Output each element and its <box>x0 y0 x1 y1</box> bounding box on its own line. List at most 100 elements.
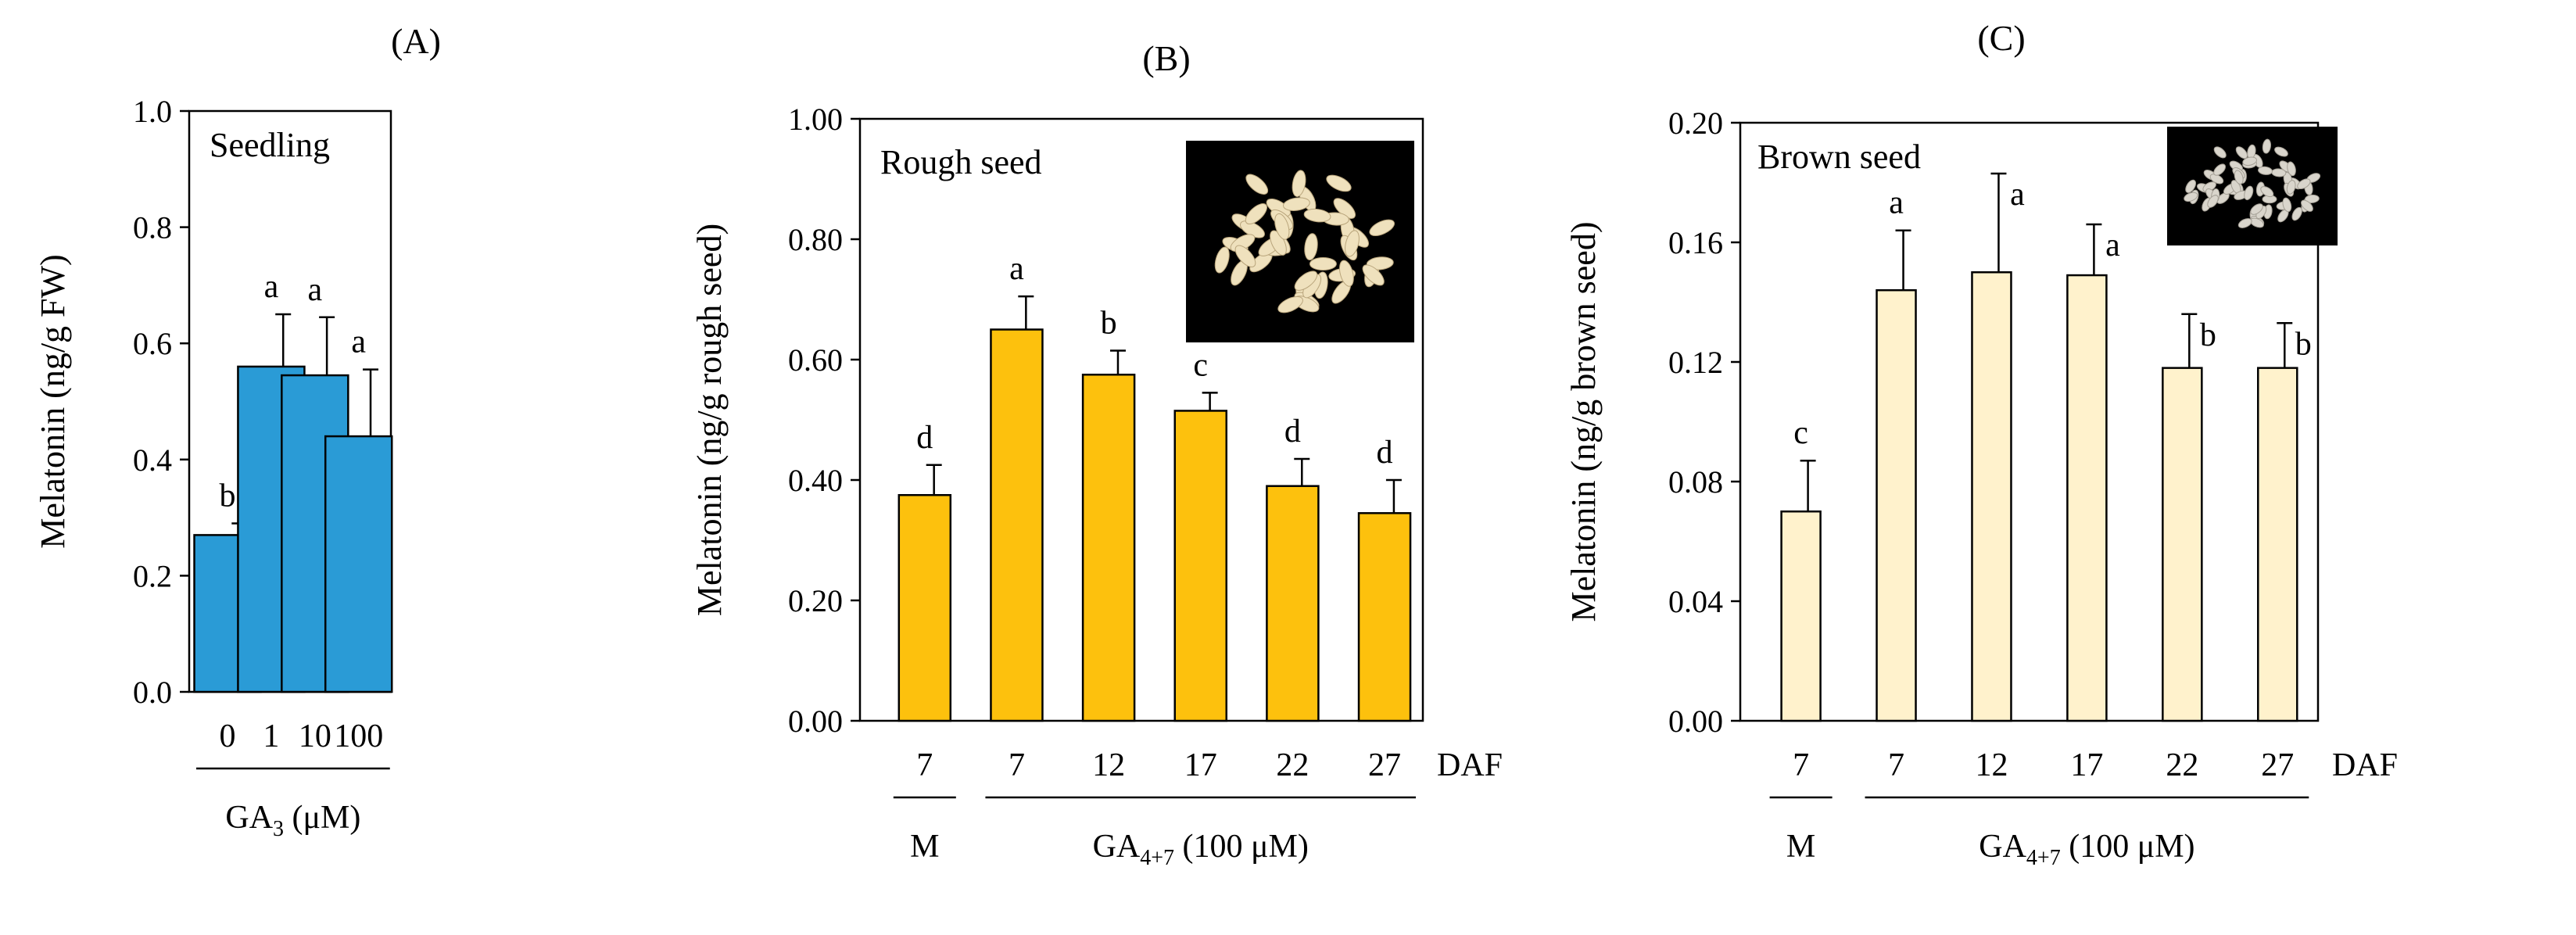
significance-letter: b <box>2200 317 2216 353</box>
panel-a: (A) 0.0 0.2 0.4 0.6 0.8 1.0 Melatonin (ng/g FW)… <box>34 21 441 841</box>
bar <box>2162 367 2203 722</box>
seed-grain <box>2235 146 2248 159</box>
seed-grain <box>2260 186 2274 198</box>
seed-grain <box>1304 233 1318 261</box>
significance-letter: a <box>1009 251 1024 287</box>
bar <box>1173 410 1227 722</box>
seed-grain <box>1274 213 1290 240</box>
y-tick-label: 0.20 <box>788 583 843 618</box>
x-tick-label: 22 <box>1276 747 1309 783</box>
x-tick-label: 22 <box>2166 747 2198 783</box>
seed-grain <box>1309 257 1337 271</box>
seed-grain <box>2234 170 2244 184</box>
y-tick-label: 0.04 <box>1668 584 1723 619</box>
y-tick-label: 0.0 <box>133 675 172 710</box>
seed-grain <box>1362 264 1385 286</box>
bar <box>1971 271 2012 722</box>
x-tick-label: 27 <box>2261 747 2294 783</box>
inset-label: Seedling <box>210 126 330 164</box>
seed-grain <box>1345 230 1360 257</box>
seed-grain <box>2213 163 2227 176</box>
y-tick-label: 0.00 <box>788 704 843 739</box>
bar <box>990 328 1044 722</box>
seed-grain <box>2297 178 2311 190</box>
x-tick-label: 7 <box>1888 747 1904 783</box>
y-tick-label: 0.20 <box>1668 106 1723 141</box>
seed-grain <box>1270 230 1287 256</box>
seed-grain <box>1339 260 1354 287</box>
x-tick-label: 7 <box>1009 747 1025 783</box>
panel-label: (B) <box>1142 38 1190 78</box>
significance-letter: a <box>1889 185 1904 221</box>
inset-label: Brown seed <box>1757 138 1921 176</box>
group-label: M <box>910 829 939 865</box>
panel-b: (B) 0.00 0.20 0.40 0.60 0.80 1.00 Melatonin (ng… <box>690 38 1503 870</box>
seed-grain <box>2213 146 2227 159</box>
y-axis-label: Melatonin (ng/g brown seed) <box>1564 222 1603 622</box>
y-tick-label: 1.00 <box>788 102 843 137</box>
seed-grain <box>2250 203 2263 215</box>
seed-grain <box>1234 245 1256 267</box>
seed-grain <box>1326 174 1352 192</box>
seed-grain <box>1292 170 1306 197</box>
bar <box>1876 288 1917 722</box>
seed-grain <box>1245 174 1269 195</box>
x-unit-label: DAF <box>1437 747 1503 783</box>
panel-label: (A) <box>391 21 441 61</box>
seed-grain <box>2304 194 2320 203</box>
group-label: GA3 (μM) <box>225 800 360 841</box>
x-tick-label: 12 <box>1092 747 1125 783</box>
seed-grain <box>1283 197 1310 211</box>
x-tick-label: 100 <box>334 718 383 754</box>
bar <box>2066 274 2108 722</box>
y-axis-label: Melatonin (ng/g FW) <box>34 254 72 548</box>
y-tick-label: 0.6 <box>133 326 172 361</box>
bar <box>1081 374 1136 722</box>
bar <box>1266 485 1320 722</box>
significance-letter: a <box>307 272 322 308</box>
significance-letter: c <box>1793 415 1808 451</box>
y-tick-label: 0.80 <box>788 222 843 257</box>
significance-letter: d <box>916 420 933 456</box>
x-tick-label: 10 <box>299 718 331 754</box>
y-tick-label: 0.00 <box>1668 704 1723 739</box>
y-tick-label: 0.8 <box>133 210 172 245</box>
x-tick-label: 7 <box>1793 747 1809 783</box>
seed-grain <box>2287 161 2296 177</box>
seed-grain <box>1277 296 1303 313</box>
x-tick-label: 0 <box>220 718 236 754</box>
significance-letter: b <box>2295 326 2312 362</box>
x-tick-label: 7 <box>916 747 933 783</box>
seed-grain <box>1294 270 1318 291</box>
seed-grain <box>2262 138 2272 154</box>
seed-grain <box>2242 156 2257 167</box>
seed-grain <box>1214 246 1230 274</box>
y-axis-label: Melatonin (ng/g rough seed) <box>690 224 729 616</box>
panel-label: (C) <box>1977 18 2025 58</box>
x-unit-label: DAF <box>2332 747 2398 783</box>
significance-letter: c <box>1193 347 1208 383</box>
plot-frame <box>1739 121 2320 722</box>
significance-letter: b <box>220 478 236 514</box>
seed-grain <box>1366 256 1394 270</box>
x-tick-label: 27 <box>1368 747 1401 783</box>
inset-label: Rough seed <box>880 143 1042 181</box>
y-tick-label: 1.0 <box>133 94 172 129</box>
y-tick-label: 0.16 <box>1668 225 1723 260</box>
panel-c: (C) 0.00 0.04 0.08 0.12 0.16 0.20 Melatonin (ng… <box>1564 18 2398 870</box>
seed-grain <box>2185 179 2197 193</box>
seed-grain <box>2282 197 2292 213</box>
seed-grain <box>2274 146 2288 157</box>
group-label: GA4+7 (100 μM) <box>1979 829 2194 870</box>
seed-grain <box>1245 203 1267 225</box>
significance-letter: d <box>1377 435 1393 471</box>
seed-grain <box>2258 166 2273 175</box>
x-tick-label: 12 <box>1975 747 2008 783</box>
y-tick-label: 0.40 <box>788 463 843 498</box>
significance-letter: a <box>264 269 279 305</box>
seed-grain <box>2184 192 2198 202</box>
x-tick-label: 17 <box>1184 747 1217 783</box>
seed-grain <box>2237 218 2252 228</box>
x-tick-label: 1 <box>263 718 279 754</box>
